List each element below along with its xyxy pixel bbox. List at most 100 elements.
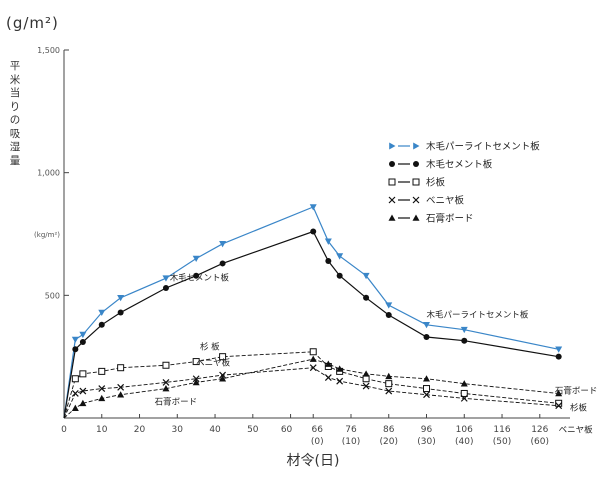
data-point	[162, 361, 170, 369]
x-tick-label: 0	[61, 425, 67, 435]
data-point	[324, 360, 332, 367]
data-point	[325, 257, 332, 264]
data-point	[423, 334, 430, 341]
data-point	[310, 228, 317, 235]
series-annotation: 杉 板	[200, 341, 220, 352]
data-point	[423, 321, 431, 329]
data-point	[219, 371, 227, 379]
data-point	[385, 372, 393, 380]
data-point	[363, 294, 370, 301]
data-point	[98, 367, 106, 375]
x-tick-sublabel: (40)	[455, 437, 473, 447]
data-point	[362, 370, 370, 377]
data-point	[98, 385, 106, 392]
x-tick-sublabel: (50)	[493, 437, 511, 447]
data-point	[219, 241, 227, 248]
data-point	[98, 394, 106, 402]
data-point	[79, 370, 87, 378]
data-point	[79, 399, 87, 407]
data-point	[117, 294, 125, 302]
legend-marker	[412, 196, 420, 204]
data-point	[362, 375, 370, 383]
legend-label: ベニヤ板	[426, 195, 465, 207]
series-annotation: 木毛セメント板	[170, 273, 230, 284]
data-point	[362, 382, 370, 390]
x-tick-label: 10	[96, 425, 108, 435]
series-annotation: 杉板	[570, 403, 588, 414]
x-axis-label: 材令(日)	[286, 453, 340, 469]
data-point	[423, 385, 431, 393]
data-point	[219, 375, 227, 382]
x-tick-label: 96	[421, 425, 433, 435]
data-point	[162, 385, 170, 392]
legend-marker	[389, 142, 396, 150]
data-point	[219, 353, 227, 361]
x-tick-sublabel: (0)	[311, 437, 324, 447]
series-annotation: ベニヤ板	[559, 425, 594, 436]
data-point	[336, 253, 344, 260]
series-annotation: 木毛パーライトセメント板	[427, 309, 529, 320]
data-point	[309, 364, 317, 372]
data-point	[461, 337, 468, 344]
legend-marker	[388, 214, 396, 221]
data-point	[423, 375, 431, 382]
data-point	[98, 321, 105, 328]
data-point	[117, 383, 125, 391]
series-annotation: 石膏ボード	[155, 397, 198, 408]
data-point	[162, 275, 170, 282]
x-tick-label: 126	[531, 425, 548, 435]
series-annotation: ベニヤ板	[196, 357, 231, 368]
legend-marker	[413, 142, 420, 150]
x-tick-sublabel: (30)	[417, 437, 435, 447]
data-point	[162, 379, 170, 386]
data-point	[71, 375, 79, 383]
x-tick-label: 76	[345, 425, 357, 435]
data-point	[309, 204, 317, 211]
series-line	[63, 351, 559, 419]
data-point	[324, 374, 332, 381]
x-tick-sublabel: (60)	[531, 437, 549, 447]
data-point	[71, 390, 79, 397]
x-tick-label: 86	[383, 425, 395, 435]
data-point	[336, 377, 344, 385]
series-line	[63, 206, 559, 419]
data-point	[162, 284, 169, 291]
x-tick-label: 66	[311, 425, 323, 435]
kg-note: (kg/m²)	[34, 231, 60, 239]
data-point	[336, 365, 344, 372]
legend-label: 木毛パーライトセメント板	[426, 141, 540, 153]
data-point	[192, 375, 200, 383]
data-point	[555, 353, 562, 360]
x-tick-label: 30	[172, 425, 184, 435]
y-tick-label: 500	[45, 291, 60, 300]
legend-marker	[389, 161, 395, 167]
data-point	[79, 331, 87, 339]
x-tick-label: 60	[281, 425, 293, 435]
data-point	[219, 260, 226, 267]
data-point	[309, 355, 317, 362]
data-point	[460, 394, 468, 402]
x-tick-label: 50	[247, 425, 259, 435]
data-point	[324, 238, 332, 245]
data-point	[423, 391, 430, 399]
data-point	[460, 380, 468, 387]
data-point	[460, 326, 468, 334]
x-tick-label: 40	[209, 425, 221, 435]
legend-label: 杉板	[426, 177, 446, 189]
legend-marker	[388, 196, 396, 204]
legend-marker	[412, 178, 420, 186]
data-point	[336, 272, 343, 279]
data-point	[192, 255, 200, 263]
series-line	[63, 230, 559, 419]
x-tick-label: 106	[456, 425, 473, 435]
series-line	[63, 367, 559, 419]
data-point	[117, 391, 125, 398]
data-point	[555, 389, 563, 397]
data-point	[79, 338, 86, 345]
data-point	[192, 358, 200, 366]
data-point	[362, 272, 370, 280]
data-point	[385, 387, 393, 395]
x-tick-sublabel: (10)	[342, 437, 360, 447]
data-point	[72, 346, 79, 353]
